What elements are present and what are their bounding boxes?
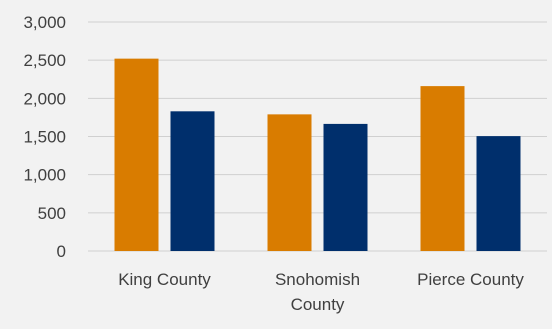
y-tick-label: 3,000	[23, 13, 66, 32]
bar	[476, 136, 521, 251]
gridlines	[88, 21, 547, 252]
y-tick-label: 2,500	[23, 51, 66, 70]
x-tick-label: King County	[118, 270, 211, 289]
y-axis-tick-labels: 0 500 1,000 1,500 2,000 2,500 3,000	[23, 13, 66, 261]
y-tick-label: 500	[38, 204, 66, 223]
bar	[420, 86, 465, 252]
x-tick-label-line: County	[291, 295, 345, 314]
x-tick-label-line: Snohomish	[275, 270, 360, 289]
bar	[267, 114, 312, 251]
x-tick-label: Pierce County	[417, 270, 524, 289]
bar	[170, 111, 215, 251]
bar	[114, 58, 159, 251]
x-tick-label: Snohomish County	[275, 270, 360, 314]
y-tick-label: 2,000	[23, 89, 66, 108]
x-tick-label-line: King County	[118, 270, 211, 289]
x-axis-tick-labels: King County Snohomish County Pierce County	[118, 270, 524, 314]
y-tick-label: 0	[57, 242, 66, 261]
x-tick-label-line: Pierce County	[417, 270, 524, 289]
bar	[323, 123, 368, 251]
y-tick-label: 1,000	[23, 166, 66, 185]
bars	[114, 58, 521, 252]
y-tick-label: 1,500	[23, 128, 66, 147]
